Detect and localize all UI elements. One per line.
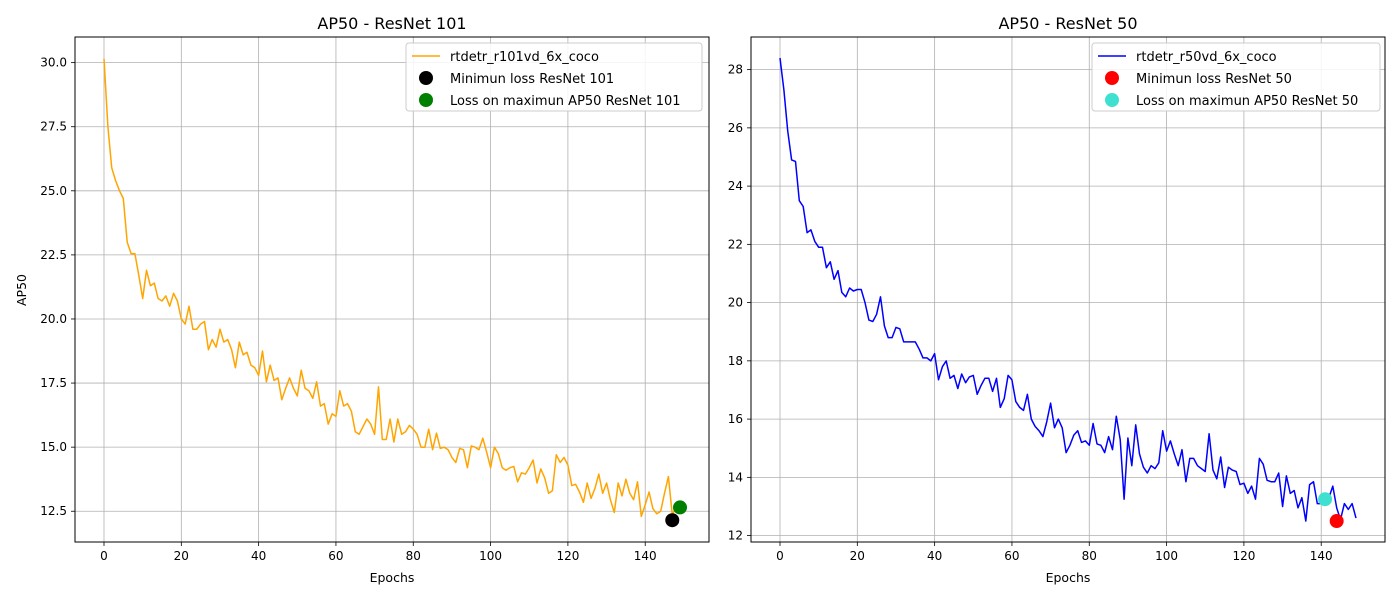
y-tick-label: 15.0 <box>40 440 67 454</box>
x-tick-label: 80 <box>1082 549 1097 563</box>
marker-point <box>665 513 680 528</box>
y-tick-label: 14 <box>728 470 743 484</box>
chart-title: AP50 - ResNet 50 <box>998 14 1137 33</box>
chart-resnet101: AP50 - ResNet 101 Epochs AP50 0 20 40 60 80 1… <box>14 14 710 585</box>
legend: rtdetr_r50vd_6x_coco Minimun loss ResNet … <box>1091 42 1381 112</box>
y-tick-label: 18 <box>728 354 743 368</box>
x-axis-label: Epochs <box>1046 570 1091 585</box>
series-line <box>779 57 1357 522</box>
y-tick-label: 16 <box>728 412 743 426</box>
plot-frame <box>74 36 710 543</box>
x-tick-label: 120 <box>556 549 579 563</box>
marker-point <box>1329 514 1344 529</box>
x-tick-label: 20 <box>850 549 865 563</box>
x-tick-label: 140 <box>1310 549 1333 563</box>
x-tick-label: 60 <box>1004 549 1019 563</box>
y-tick-label: 22.5 <box>40 248 67 262</box>
legend-marker-swatch <box>1105 93 1119 107</box>
legend-label: rtdetr_r101vd_6x_coco <box>450 50 599 65</box>
legend-label: Loss on maximun AP50 ResNet 50 <box>1136 94 1358 109</box>
legend-box <box>1091 42 1381 112</box>
x-tick-label: 140 <box>634 549 657 563</box>
y-tick-label: 30.0 <box>40 56 67 70</box>
legend-label: Minimun loss ResNet 101 <box>450 72 614 87</box>
y-tick-label: 27.5 <box>40 120 67 134</box>
legend-label: rtdetr_r50vd_6x_coco <box>1136 50 1277 65</box>
marker-point <box>1318 492 1333 507</box>
x-tick-label: 0 <box>100 549 108 563</box>
y-tick-label: 26 <box>728 121 743 135</box>
legend-marker-swatch <box>419 71 433 85</box>
y-tick-label: 20.0 <box>40 312 67 326</box>
legend-marker-swatch <box>419 93 433 107</box>
y-tick-label: 28 <box>728 63 743 77</box>
chart-title: AP50 - ResNet 101 <box>317 14 466 33</box>
y-tick-label: 20 <box>728 296 743 310</box>
chart-resnet50: AP50 - ResNet 50 Epochs 0 20 40 60 80 100 120 1… <box>728 14 1386 585</box>
y-tick-label: 12.5 <box>40 504 67 518</box>
x-tick-label: 40 <box>927 549 942 563</box>
y-tick-label: 24 <box>728 179 743 193</box>
x-tick-label: 40 <box>251 549 266 563</box>
y-tick-label: 17.5 <box>40 376 67 390</box>
y-tick-label: 12 <box>728 529 743 543</box>
legend-marker-swatch <box>1105 71 1119 85</box>
x-tick-label: 60 <box>328 549 343 563</box>
y-axis-label: AP50 <box>14 274 29 306</box>
x-tick-label: 100 <box>1155 549 1178 563</box>
legend-label: Loss on maximun AP50 ResNet 101 <box>450 94 681 109</box>
legend-box <box>405 42 703 112</box>
legend-label: Minimun loss ResNet 50 <box>1136 72 1292 87</box>
x-tick-label: 0 <box>776 549 784 563</box>
x-tick-label: 120 <box>1232 549 1255 563</box>
marker-point <box>673 500 688 515</box>
series-line <box>103 58 681 518</box>
y-tick-label: 25.0 <box>40 184 67 198</box>
x-tick-label: 100 <box>479 549 502 563</box>
y-tick-label: 22 <box>728 237 743 251</box>
legend: rtdetr_r101vd_6x_coco Minimun loss ResNet… <box>405 42 703 112</box>
plot-frame <box>750 36 1386 543</box>
x-tick-label: 80 <box>406 549 421 563</box>
x-tick-label: 20 <box>174 549 189 563</box>
x-axis-label: Epochs <box>370 570 415 585</box>
